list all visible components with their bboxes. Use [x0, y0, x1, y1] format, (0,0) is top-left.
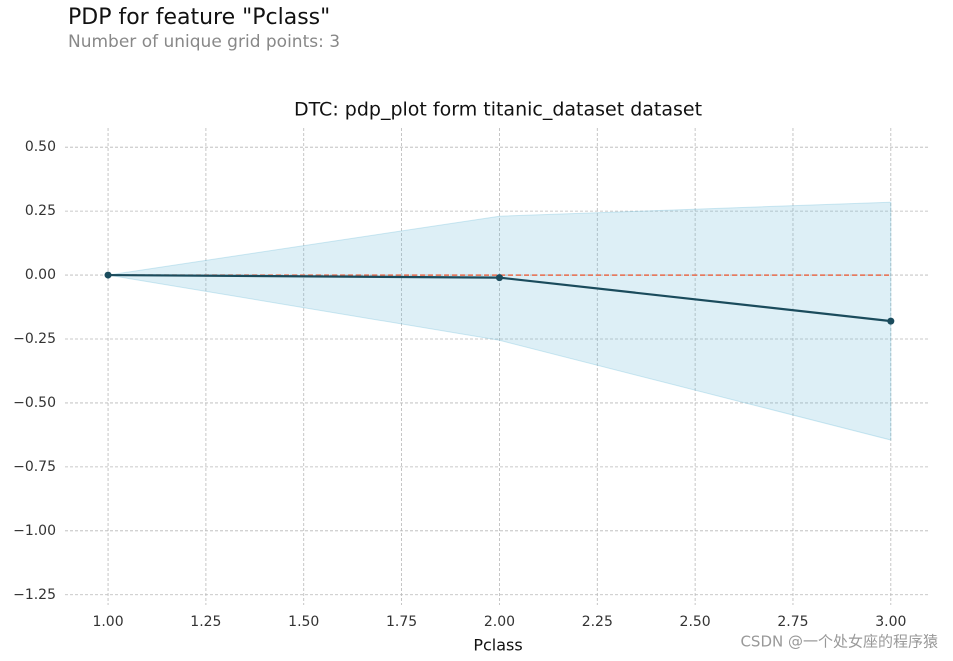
plot-title: DTC: pdp_plot form titanic_dataset datas…: [294, 99, 702, 121]
pdp-point: [887, 317, 895, 325]
y-tick-label: −0.75: [13, 459, 56, 475]
y-tick-label: 0.00: [25, 267, 56, 283]
x-axis-label: Pclass: [473, 636, 522, 655]
y-tick-label: −1.00: [13, 523, 56, 539]
x-tick-label: 2.75: [777, 614, 808, 630]
pdp-point: [104, 271, 112, 279]
x-tick-label: 3.00: [875, 614, 906, 630]
y-tick-label: −1.25: [13, 587, 56, 603]
y-tick-label: −0.25: [13, 331, 56, 347]
watermark: CSDN @一个处女座的程序猿: [740, 633, 938, 651]
x-tick-label: 2.00: [484, 614, 515, 630]
chart-title: PDP for feature "Pclass": [68, 5, 330, 30]
x-tick-label: 1.50: [288, 614, 319, 630]
x-tick-label: 2.25: [582, 614, 613, 630]
x-tick-label: 2.50: [680, 614, 711, 630]
y-tick-label: 0.50: [25, 139, 56, 155]
pdp-point: [495, 274, 503, 282]
y-tick-label: −0.50: [13, 395, 56, 411]
x-tick-label: 1.00: [92, 614, 123, 630]
x-tick-label: 1.25: [190, 614, 221, 630]
chart-subtitle: Number of unique grid points: 3: [68, 32, 340, 52]
y-tick-label: 0.25: [25, 203, 56, 219]
x-tick-label: 1.75: [386, 614, 417, 630]
